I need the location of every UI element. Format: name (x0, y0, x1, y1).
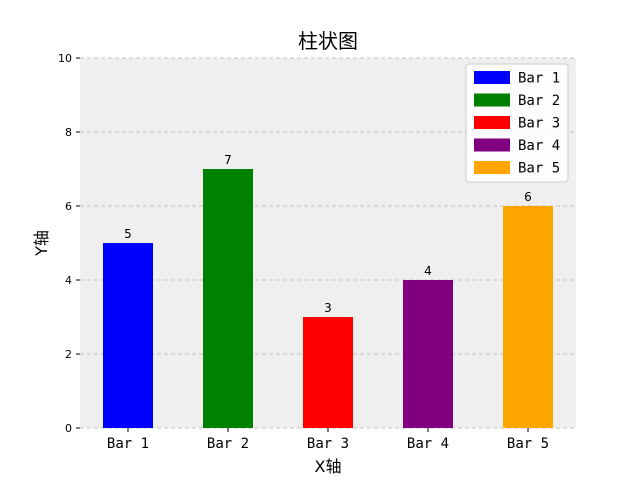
x-axis-label: X轴 (315, 457, 342, 476)
legend-swatch (474, 116, 510, 129)
legend-label: Bar 4 (518, 138, 560, 154)
bar-value-label: 4 (424, 264, 432, 278)
y-tick-label: 8 (65, 126, 72, 139)
bar-value-label: 6 (524, 190, 532, 204)
legend: Bar 1 Bar 2 Bar 3 Bar 4 Bar 5 (465, 63, 569, 183)
bar-value-labels: 5 7 3 4 6 (124, 153, 532, 315)
legend-label: Bar 2 (518, 93, 560, 109)
bar (203, 169, 253, 428)
legend-label: Bar 3 (518, 116, 560, 132)
x-tick-label: Bar 2 (207, 436, 249, 452)
legend-swatch (474, 138, 510, 152)
bar (103, 243, 153, 428)
bar (303, 317, 353, 428)
bar-value-label: 5 (124, 227, 132, 241)
y-tick-label: 2 (65, 348, 72, 361)
bar (403, 280, 453, 428)
chart-title: 柱状图 (298, 29, 358, 53)
x-tick-label: Bar 5 (507, 436, 549, 452)
bar (503, 206, 553, 428)
legend-label: Bar 5 (518, 161, 560, 177)
bar-value-label: 3 (324, 301, 332, 315)
legend-swatch (474, 71, 510, 84)
legend-swatch (474, 161, 510, 174)
x-tick-label: Bar 3 (307, 436, 349, 452)
bar-value-label: 7 (224, 153, 232, 167)
x-tick-label: Bar 4 (407, 436, 449, 452)
x-axis-ticks: Bar 1 Bar 2 Bar 3 Bar 4 Bar 5 (107, 428, 549, 452)
x-tick-label: Bar 1 (107, 436, 149, 452)
y-tick-label: 0 (65, 422, 72, 435)
bars (103, 169, 553, 428)
legend-swatch (474, 93, 510, 107)
y-tick-label: 10 (58, 52, 72, 65)
y-axis-label: Y轴 (32, 230, 51, 257)
legend-label: Bar 1 (518, 71, 560, 87)
y-axis-ticks: 0 2 4 6 8 10 (58, 52, 80, 435)
y-tick-label: 4 (65, 274, 72, 287)
y-tick-label: 6 (65, 200, 72, 213)
